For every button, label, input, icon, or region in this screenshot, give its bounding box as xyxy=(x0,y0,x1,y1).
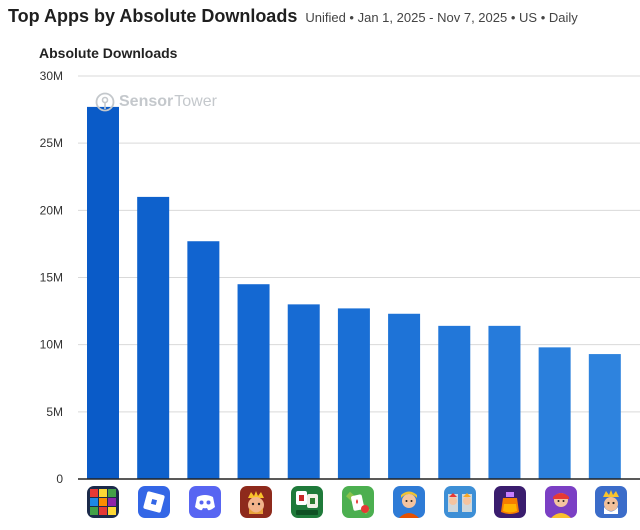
royal-match-icon[interactable] xyxy=(240,486,272,518)
mahjong-icon[interactable] xyxy=(291,486,323,518)
app-icon-row xyxy=(0,486,640,522)
meta-region: US xyxy=(519,10,538,25)
bar-subway-surfers[interactable] xyxy=(538,347,571,479)
watermark-text-sensor: Sensor xyxy=(119,93,174,110)
subway-surfers-icon[interactable] xyxy=(545,486,577,518)
roblox-icon[interactable] xyxy=(138,486,170,518)
bar-fortnite[interactable] xyxy=(388,313,421,479)
bar-solitaire[interactable] xyxy=(337,308,370,479)
y-tick-label: 10M xyxy=(40,338,63,352)
meta-separator: • xyxy=(349,10,354,25)
bar-clash-royale[interactable] xyxy=(438,325,471,479)
meta-unified: Unified xyxy=(305,10,346,25)
meta-separator: • xyxy=(540,10,546,25)
watermark-text-tower: Tower xyxy=(174,93,217,110)
clash-royale-icon[interactable] xyxy=(444,486,476,518)
y-tick-label: 25M xyxy=(40,136,63,150)
block-puzzle-icon[interactable] xyxy=(87,486,119,518)
sensor-tower-watermark: Sensor Tower xyxy=(95,92,217,112)
y-tick-label: 5M xyxy=(46,405,63,419)
chart-header: Top Apps by Absolute Downloads Unified •… xyxy=(8,6,578,27)
bar-discord[interactable] xyxy=(187,241,220,479)
y-tick-label: 20M xyxy=(40,203,63,217)
chart-title: Top Apps by Absolute Downloads xyxy=(8,6,298,26)
potion-puzzle-icon[interactable] xyxy=(494,486,526,518)
chart-meta: Unified • Jan 1, 2025 - Nov 7, 2025 • US… xyxy=(305,10,577,25)
y-axis-label: Absolute Downloads xyxy=(39,45,178,61)
bar-kingdom-rush[interactable] xyxy=(588,354,621,479)
kingdom-rush-icon[interactable] xyxy=(595,486,627,518)
bar-mahjong[interactable] xyxy=(287,304,320,479)
meta-granularity: Daily xyxy=(548,10,578,25)
y-tick-label: 0 xyxy=(56,472,63,486)
y-tick-label: 15M xyxy=(40,271,63,285)
solitaire-icon[interactable] xyxy=(342,486,374,518)
fortnite-icon[interactable] xyxy=(393,486,425,518)
bar-chart: 0 5M 10M 15M 20M 25M 30M xyxy=(40,69,640,486)
y-tick-label: 30M xyxy=(40,69,63,83)
bar-potion-puzzle[interactable] xyxy=(488,325,521,479)
meta-separator: • xyxy=(510,10,516,25)
discord-icon[interactable] xyxy=(189,486,221,518)
bar-royal-match[interactable] xyxy=(237,284,270,479)
bar-block-puzzle[interactable] xyxy=(87,106,119,479)
meta-dates: Jan 1, 2025 - Nov 7, 2025 xyxy=(357,10,508,25)
bar-roblox[interactable] xyxy=(137,196,170,479)
sensor-tower-logo-icon xyxy=(95,92,115,112)
